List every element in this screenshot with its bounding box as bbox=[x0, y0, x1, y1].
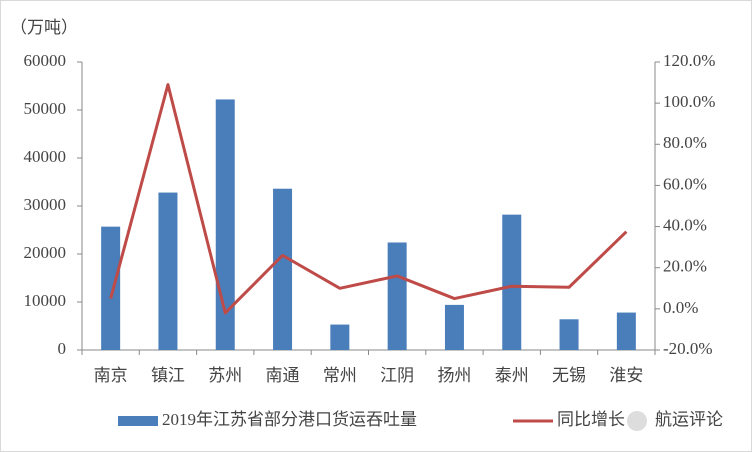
x-tick-label: 泰州 bbox=[495, 366, 529, 385]
bar bbox=[101, 226, 121, 350]
bar bbox=[616, 312, 636, 350]
y2-tick-label: -20.0% bbox=[663, 339, 713, 358]
line bbox=[109, 83, 628, 315]
x-tick-label: 淮安 bbox=[609, 366, 643, 385]
y2-tick-label: 120.0% bbox=[663, 51, 715, 70]
x-tick-label: 常州 bbox=[323, 366, 357, 385]
x-tick-label: 镇江 bbox=[151, 366, 185, 385]
watermark-icon bbox=[627, 411, 647, 431]
y2-tick-label: 20.0% bbox=[663, 257, 707, 276]
bar bbox=[559, 319, 579, 350]
x-tick-label: 苏州 bbox=[208, 366, 242, 385]
y2-tick-label: 80.0% bbox=[663, 133, 707, 152]
legend-label: 2019年江苏省部分港口货运吞吐量 bbox=[162, 410, 417, 429]
y2-tick-label: 100.0% bbox=[663, 92, 715, 111]
y-tick-label: 40000 bbox=[24, 147, 67, 166]
x-tick-label: 南通 bbox=[266, 366, 300, 385]
y-tick-label: 0 bbox=[58, 339, 67, 358]
bar bbox=[387, 242, 407, 350]
bar bbox=[330, 324, 350, 350]
y2-tick-label: 0.0% bbox=[663, 298, 698, 317]
y-tick-label: 50000 bbox=[24, 99, 67, 118]
y-tick-label: 20000 bbox=[24, 243, 67, 262]
y-unit: （万吨） bbox=[10, 18, 78, 37]
bar bbox=[444, 304, 464, 350]
y-tick-label: 30000 bbox=[24, 195, 67, 214]
x-tick-label: 南京 bbox=[94, 366, 128, 385]
x-tick-label: 江阴 bbox=[380, 366, 414, 385]
y2-tick-label: 60.0% bbox=[663, 174, 707, 193]
bar bbox=[215, 99, 235, 350]
x-tick-label: 无锡 bbox=[552, 366, 586, 385]
y-tick-label: 10000 bbox=[24, 291, 67, 310]
legend-label: 同比增长 bbox=[557, 410, 625, 429]
watermark-text: 航运评论 bbox=[655, 410, 723, 429]
bar bbox=[273, 188, 293, 350]
y2-tick-label: 40.0% bbox=[663, 215, 707, 234]
bar bbox=[158, 192, 178, 350]
x-tick-label: 扬州 bbox=[437, 366, 471, 385]
y-tick-label: 60000 bbox=[24, 51, 67, 70]
watermark: 航运评论 bbox=[627, 410, 723, 431]
legend-swatch bbox=[118, 416, 158, 426]
bar bbox=[502, 214, 522, 350]
